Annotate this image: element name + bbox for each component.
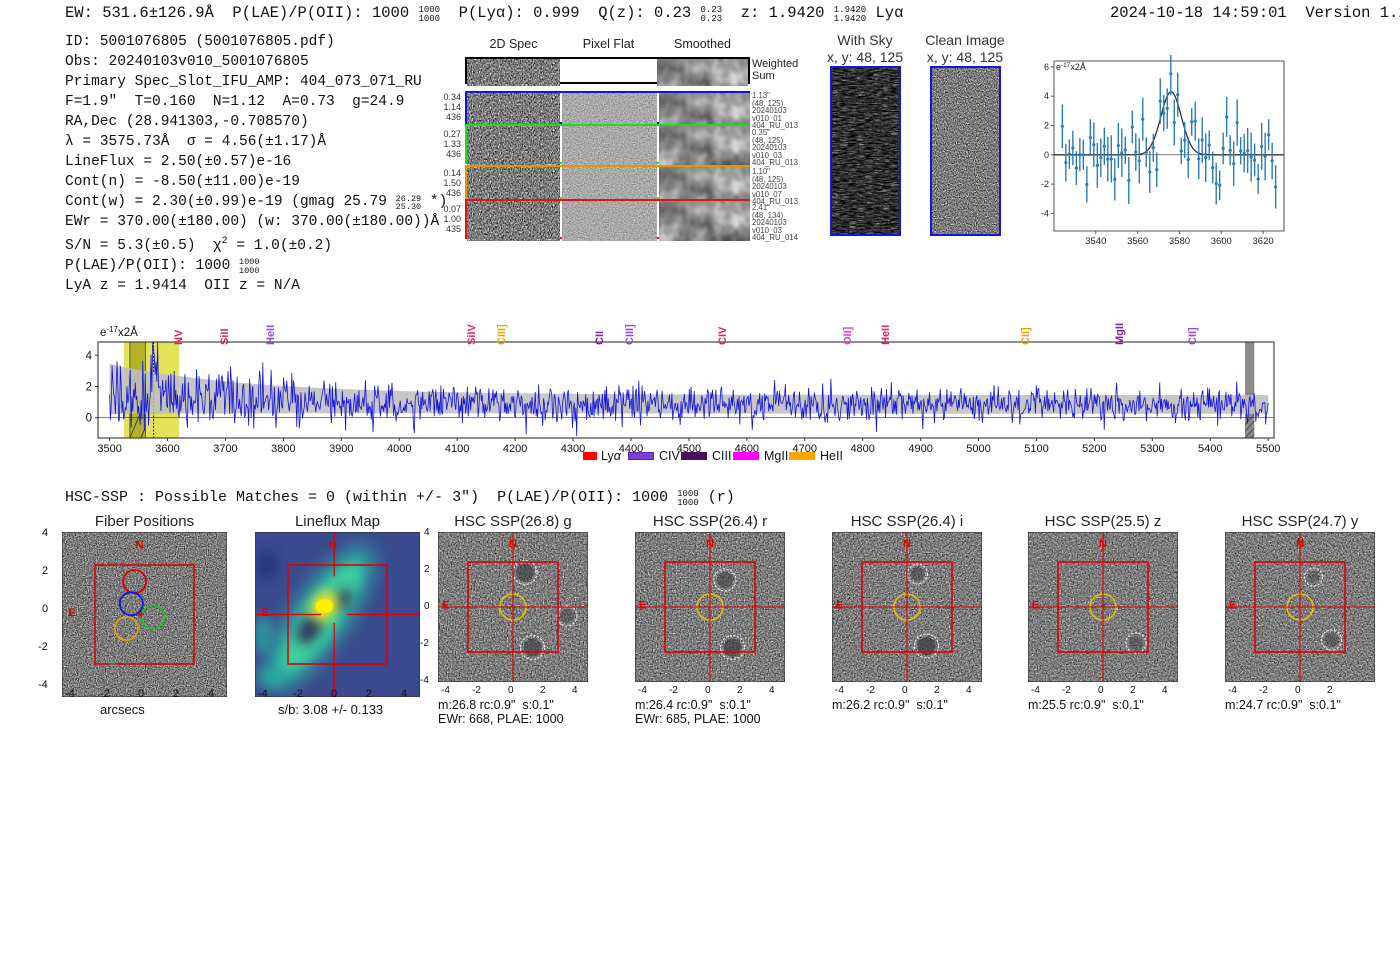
svg-text:5000: 5000 [966,443,990,455]
svg-text:E: E [442,600,449,612]
svg-text:3600: 3600 [155,443,179,455]
svg-text:0: 0 [86,413,92,425]
svg-text:3540: 3540 [1085,236,1106,247]
svg-text:-2: -2 [1041,179,1049,189]
svg-text:4300: 4300 [561,443,585,455]
svg-text:4900: 4900 [908,443,932,455]
svg-text:4: 4 [86,350,93,362]
svg-text:6: 6 [1044,62,1049,72]
svg-text:-4: -4 [1041,208,1049,218]
svg-text:4200: 4200 [503,443,527,455]
svg-text:3500: 3500 [97,443,121,455]
svg-text:5400: 5400 [1198,443,1222,455]
svg-text:N: N [509,538,517,550]
svg-text:5300: 5300 [1140,443,1164,455]
svg-text:N: N [136,540,144,552]
svg-text:5100: 5100 [1024,443,1048,455]
svg-text:E: E [639,600,646,612]
svg-text:E: E [261,607,268,619]
svg-text:5200: 5200 [1082,443,1106,455]
svg-text:0: 0 [1044,150,1049,160]
svg-text:e-17x2Å: e-17x2Å [1056,62,1086,73]
svg-text:3700: 3700 [213,443,237,455]
svg-text:N: N [903,538,911,550]
svg-text:E: E [1032,600,1039,612]
svg-text:3800: 3800 [271,443,295,455]
svg-text:E: E [1229,600,1236,612]
svg-text:4800: 4800 [850,443,874,455]
svg-text:4000: 4000 [387,443,411,455]
svg-text:3580: 3580 [1169,236,1190,247]
svg-text:4: 4 [1044,91,1049,101]
svg-text:5500: 5500 [1256,443,1280,455]
svg-text:e-17x2Å: e-17x2Å [100,325,138,340]
svg-text:2: 2 [1044,120,1049,130]
svg-text:E: E [836,600,843,612]
svg-text:E: E [68,607,75,619]
svg-text:N: N [706,538,714,550]
svg-text:N: N [1099,538,1107,550]
svg-text:3600: 3600 [1211,236,1232,247]
svg-text:N: N [329,540,337,552]
svg-text:3560: 3560 [1127,236,1148,247]
svg-text:2: 2 [86,381,92,393]
svg-text:3620: 3620 [1253,236,1274,247]
svg-text:3900: 3900 [329,443,353,455]
svg-text:4100: 4100 [445,443,469,455]
svg-text:N: N [1296,538,1304,550]
